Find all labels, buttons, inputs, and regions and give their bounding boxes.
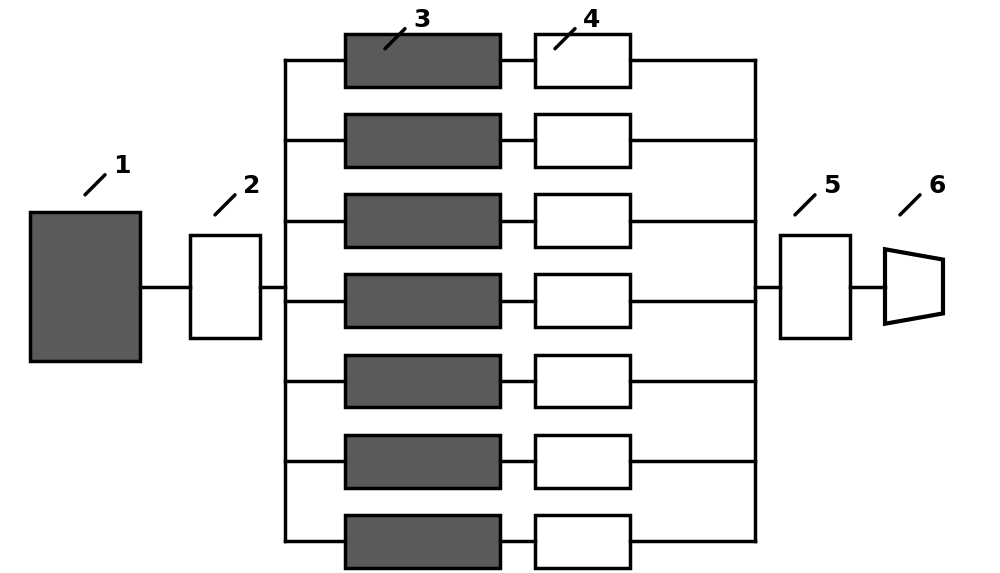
Bar <box>345 515 500 568</box>
Bar <box>535 114 630 167</box>
Bar <box>345 355 500 407</box>
Bar <box>535 435 630 488</box>
Text: 1: 1 <box>113 154 130 178</box>
Text: 4: 4 <box>583 7 600 32</box>
Text: 5: 5 <box>823 174 840 198</box>
Bar <box>345 435 500 488</box>
Bar <box>345 34 500 87</box>
Bar <box>780 235 850 338</box>
Text: 3: 3 <box>413 7 430 32</box>
Bar <box>345 274 500 327</box>
Polygon shape <box>885 249 943 324</box>
Bar <box>535 194 630 247</box>
Bar <box>30 212 140 361</box>
Bar <box>345 114 500 167</box>
Bar <box>535 34 630 87</box>
Bar <box>535 515 630 568</box>
Text: 6: 6 <box>928 174 945 198</box>
Text: 2: 2 <box>243 174 260 198</box>
Bar <box>535 355 630 407</box>
Bar <box>345 194 500 247</box>
Bar <box>535 274 630 327</box>
Bar <box>190 235 260 338</box>
